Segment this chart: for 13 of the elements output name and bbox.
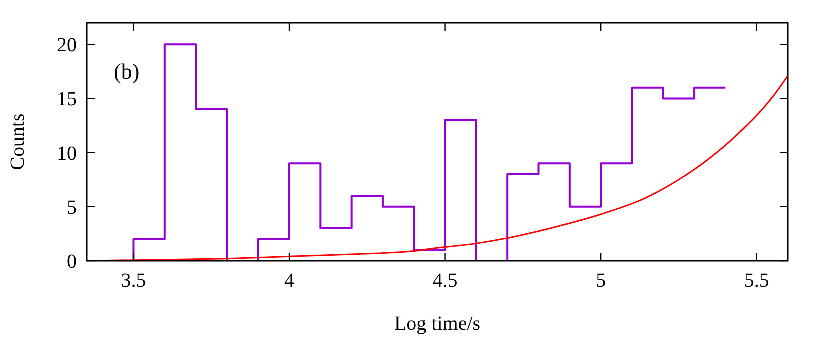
x-tick-label: 4.5 — [432, 270, 458, 292]
y-tick-label: 15 — [57, 88, 77, 111]
y-tick-label: 20 — [57, 34, 77, 57]
x-tick-label: 3.5 — [121, 270, 146, 292]
y-tick-label: 5 — [67, 196, 77, 219]
annotation: (b) — [114, 59, 140, 84]
y-tick-label: 0 — [67, 251, 77, 273]
x-tick-label: 4 — [284, 270, 295, 292]
x-axis-title: Log time/s — [394, 313, 481, 335]
y-tick-label: 10 — [57, 142, 77, 165]
x-tick-label: 5.5 — [744, 270, 770, 292]
y-axis-title: Counts — [7, 113, 29, 170]
x-tick-label: 5 — [596, 270, 606, 292]
